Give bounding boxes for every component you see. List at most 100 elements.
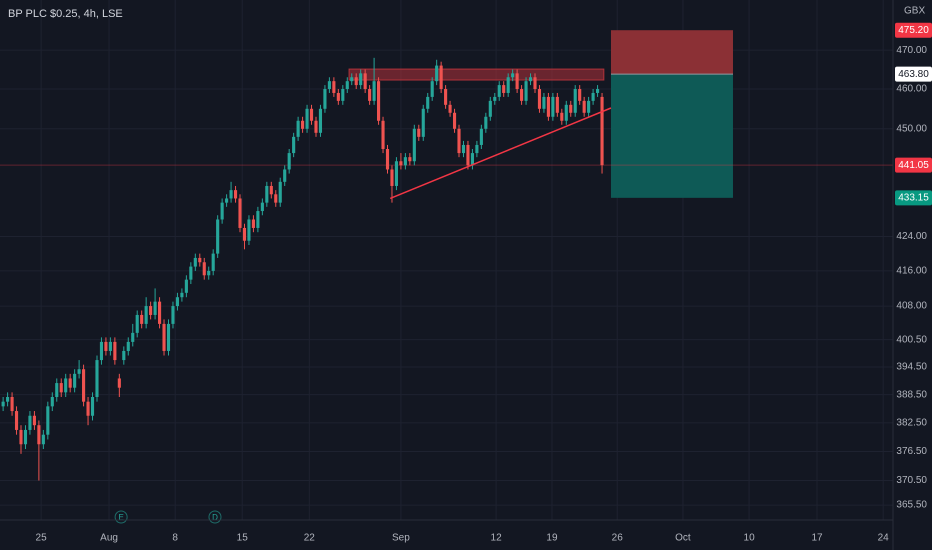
y-tick-label: 370.50 bbox=[896, 475, 927, 486]
candle-body bbox=[511, 73, 515, 78]
candle-body bbox=[229, 190, 233, 199]
candle-body bbox=[32, 415, 36, 426]
candle-body bbox=[309, 108, 314, 121]
candle-body bbox=[180, 292, 184, 298]
x-tick-label: 17 bbox=[811, 533, 823, 544]
candle-body bbox=[23, 429, 28, 445]
candle-body bbox=[345, 81, 349, 90]
candle-body bbox=[537, 89, 542, 109]
candle-body bbox=[122, 350, 126, 361]
price-tag-label: 463.80 bbox=[898, 69, 929, 80]
y-tick-label: 388.50 bbox=[896, 389, 927, 400]
candle-body bbox=[385, 149, 390, 170]
candle-body bbox=[287, 153, 291, 170]
candle-body bbox=[435, 65, 439, 82]
x-tick-label: 24 bbox=[878, 533, 890, 544]
price-tag bbox=[895, 157, 932, 173]
candle-body bbox=[135, 314, 139, 333]
x-tick-label: 12 bbox=[491, 533, 503, 544]
candle-body bbox=[573, 89, 577, 113]
candle-body bbox=[14, 411, 19, 430]
x-tick-label: 15 bbox=[237, 533, 249, 544]
y-tick-label: 394.50 bbox=[896, 362, 927, 373]
candle-body bbox=[220, 202, 224, 220]
candle-body bbox=[216, 219, 220, 254]
candle-body bbox=[479, 128, 483, 145]
candle-body bbox=[582, 100, 586, 113]
y-tick-label: 450.00 bbox=[896, 123, 927, 134]
price-tag bbox=[895, 190, 932, 206]
x-tick-label: 19 bbox=[546, 533, 558, 544]
candle-body bbox=[278, 181, 282, 203]
candle-body bbox=[439, 65, 443, 90]
candle-body bbox=[318, 108, 323, 133]
candle-body bbox=[368, 89, 372, 101]
candle-body bbox=[292, 136, 296, 154]
candle-body bbox=[381, 120, 385, 150]
candle-body bbox=[546, 96, 550, 117]
candle-body bbox=[126, 341, 130, 351]
candle-body bbox=[560, 112, 564, 121]
candle-body bbox=[113, 341, 117, 361]
candle-body bbox=[515, 73, 519, 90]
candle-body bbox=[202, 262, 206, 276]
candle-body bbox=[144, 306, 148, 324]
candle-body bbox=[37, 425, 41, 445]
candle-body bbox=[233, 190, 238, 199]
candle-body bbox=[95, 360, 99, 398]
candle-body bbox=[452, 112, 457, 129]
price-tag bbox=[895, 66, 932, 82]
x-tick-label: 10 bbox=[744, 533, 756, 544]
candle-body bbox=[269, 185, 273, 195]
candle-body bbox=[140, 314, 144, 324]
candle-body bbox=[256, 211, 260, 228]
candle-body bbox=[444, 89, 448, 105]
candle-body bbox=[314, 120, 318, 133]
x-tick-label: Oct bbox=[675, 533, 691, 544]
candle-body bbox=[354, 77, 358, 86]
candle-body bbox=[399, 161, 403, 166]
candle-body bbox=[41, 434, 45, 445]
candle-body bbox=[153, 301, 157, 315]
candle-body bbox=[484, 116, 488, 129]
candle-body bbox=[104, 341, 108, 351]
candle-body bbox=[175, 297, 180, 307]
candle-body bbox=[251, 219, 255, 228]
candle-body bbox=[68, 378, 72, 388]
candle-body bbox=[359, 73, 363, 86]
candle-body bbox=[475, 144, 479, 154]
chart-title: BP PLC $0.25, 4h, LSE bbox=[8, 8, 123, 20]
candle-body bbox=[323, 89, 327, 109]
candle-body bbox=[1, 401, 5, 407]
candle-body bbox=[421, 108, 425, 137]
candle-body bbox=[247, 219, 251, 241]
candle-body bbox=[524, 81, 528, 101]
candle-body bbox=[502, 85, 506, 93]
candle-body bbox=[363, 73, 367, 90]
candle-body bbox=[493, 96, 497, 101]
y-tick-label: 424.00 bbox=[896, 231, 927, 242]
candle-body bbox=[390, 169, 394, 186]
candle-body bbox=[184, 279, 188, 293]
candle-body bbox=[600, 96, 604, 166]
candle-body bbox=[211, 253, 215, 271]
candle-body bbox=[336, 92, 340, 101]
candle-body bbox=[64, 378, 68, 393]
candle-body bbox=[238, 198, 242, 228]
candle-body bbox=[207, 270, 211, 276]
grid bbox=[0, 0, 893, 520]
candle-body bbox=[551, 96, 555, 117]
candle-body bbox=[488, 100, 492, 117]
candle-body bbox=[198, 257, 202, 263]
y-tick-label: 408.00 bbox=[896, 301, 927, 312]
candle-body bbox=[372, 81, 376, 101]
candle-body bbox=[578, 89, 582, 101]
price-axis: 365.50 370.50 376.50 382.50 388.50 394.50 400.… bbox=[36, 22, 932, 544]
candle-body bbox=[131, 332, 135, 342]
candle-body bbox=[332, 81, 336, 93]
candle-body bbox=[466, 144, 470, 166]
y-tick-label: 470.00 bbox=[896, 45, 927, 56]
candle-body bbox=[50, 397, 54, 407]
candle-body bbox=[189, 266, 193, 280]
